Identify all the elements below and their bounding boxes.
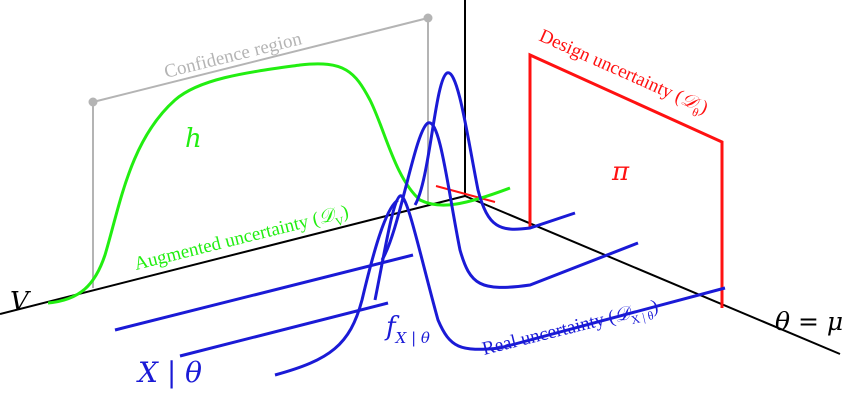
real-curve-back bbox=[413, 71, 576, 231]
real-curve-tail bbox=[274, 198, 399, 377]
real-curve-middle bbox=[380, 121, 639, 289]
v-axis-label: V bbox=[10, 287, 31, 317]
confidence-dot-right bbox=[423, 13, 433, 23]
design-uncertainty-panel bbox=[435, 52, 724, 308]
design-uncertainty-label: Design uncertainty (𝒟θ) bbox=[534, 24, 711, 122]
real-uncertainty-label: Real uncertainty (𝒟X | θ) bbox=[480, 295, 661, 364]
design-panel-outline bbox=[528, 52, 724, 308]
theta-axis-label: θ = μ bbox=[775, 307, 843, 336]
real-curve-front bbox=[373, 194, 726, 351]
h-label: h bbox=[185, 124, 202, 154]
h-curve bbox=[47, 62, 511, 305]
v-axis bbox=[0, 195, 466, 315]
confidence-top-edge bbox=[92, 17, 429, 103]
x-given-theta-label: X | θ bbox=[136, 356, 202, 389]
real-uncertainty-curves bbox=[114, 71, 726, 377]
pi-label: π bbox=[611, 157, 630, 187]
real-baseline-2 bbox=[179, 301, 389, 358]
confidence-dot-left bbox=[88, 97, 98, 107]
theta-axis bbox=[464, 195, 841, 355]
f-label: fX | θ bbox=[384, 312, 430, 347]
confidence-region-bracket bbox=[88, 13, 433, 288]
design-panel-base-tick bbox=[435, 185, 496, 203]
real-baseline-1 bbox=[114, 253, 414, 332]
augmented-uncertainty-label: Augmented uncertainty (𝒟V) bbox=[132, 200, 352, 278]
